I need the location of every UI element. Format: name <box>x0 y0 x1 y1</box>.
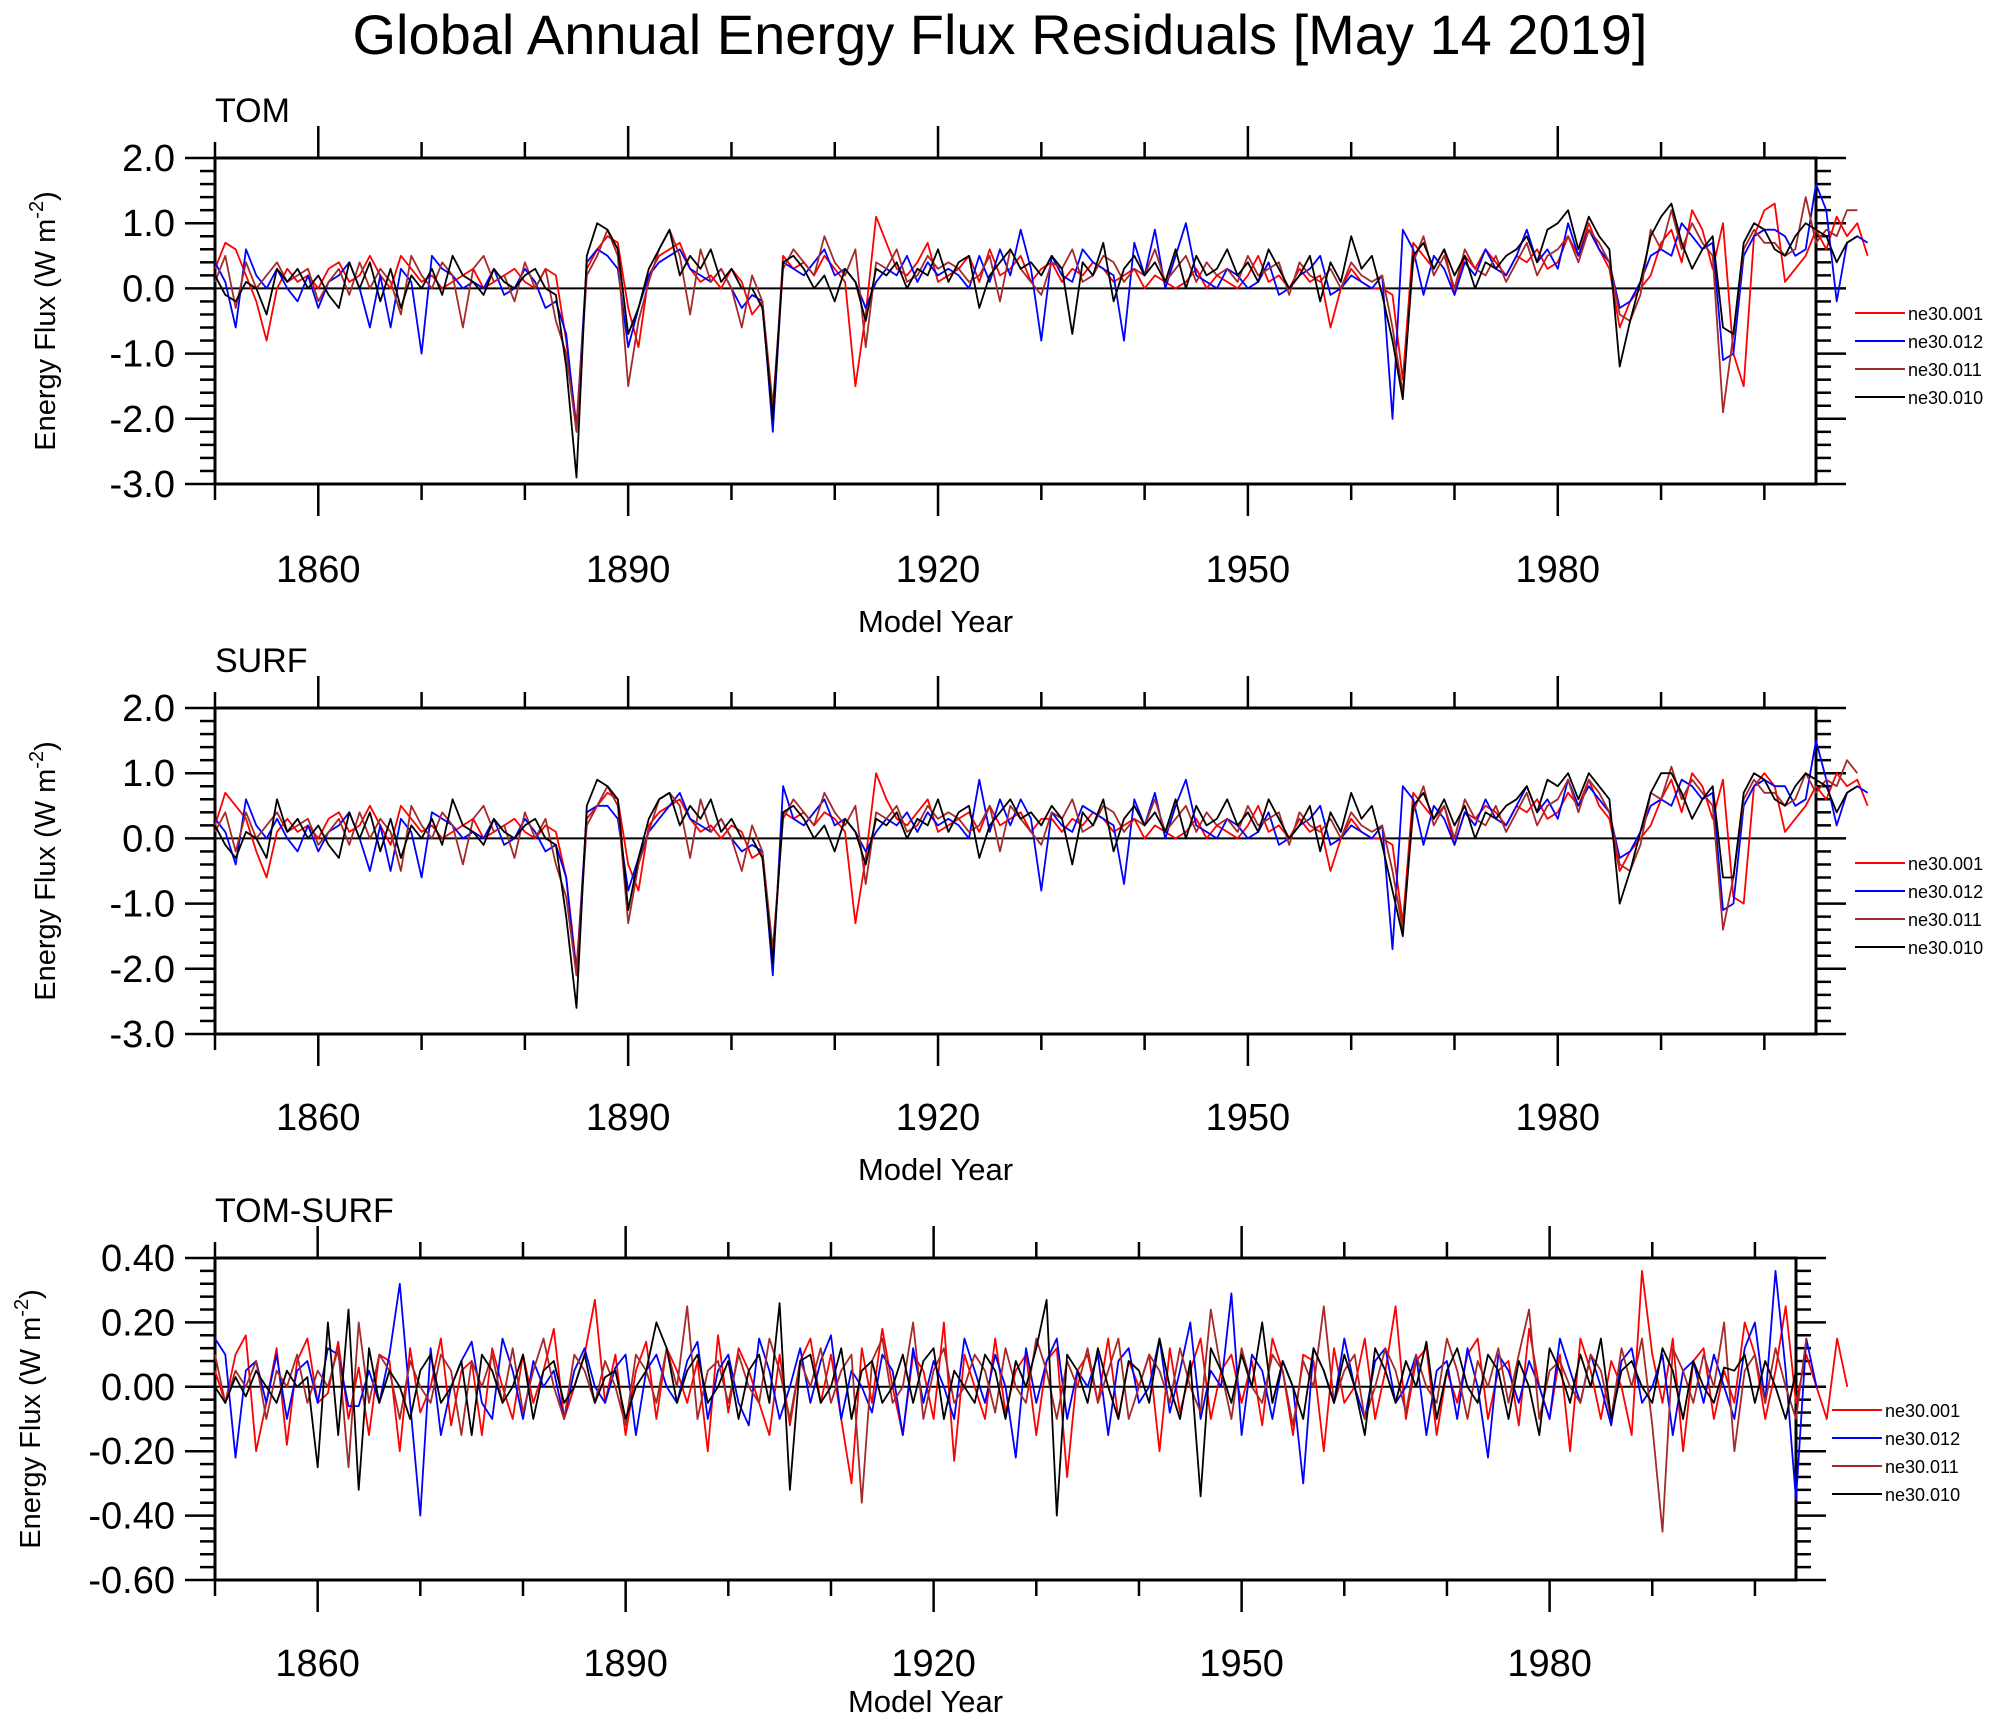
y-tick-label: 2.0 <box>122 688 175 730</box>
y-tick-label: -0.40 <box>88 1496 175 1538</box>
y-axis-title-main: Energy Flux (W m <box>30 769 62 1001</box>
y-tick-label: -2.0 <box>110 949 175 991</box>
legend-label-ne30-012: ne30.012 <box>1908 332 1983 352</box>
y-axis-title-close: ) <box>30 191 62 201</box>
series-line-ne30-001 <box>214 772 1869 970</box>
x-tick-label: 1920 <box>891 1643 976 1685</box>
y-tick-label: -2.0 <box>110 399 175 441</box>
series-line-ne30-011 <box>214 196 1858 433</box>
x-tick-label: 1980 <box>1507 1643 1592 1685</box>
y-tick-label: 1.0 <box>122 753 175 795</box>
y-axis-title-close: ) <box>30 741 62 751</box>
x-tick-label: 1950 <box>1206 1097 1291 1139</box>
series-line-ne30-011 <box>214 759 1859 977</box>
figure-title: Global Annual Energy Flux Residuals [May… <box>352 3 1648 66</box>
y-axis-title-main: Energy Flux (W m <box>15 1317 47 1549</box>
series-line-ne30-011 <box>214 1305 1808 1533</box>
y-tick-label: -1.0 <box>110 334 175 376</box>
x-tick-label: 1920 <box>896 549 981 591</box>
y-axis-title-close: ) <box>15 1289 47 1299</box>
panel-surf: SURF 1860 1890 1920 1950 1980 -3.0 -2.0 -1.0 0.0 1… <box>26 642 1983 1187</box>
series-line-ne30-010 <box>214 1299 1797 1517</box>
x-tick-label: 1890 <box>586 549 671 591</box>
plot-frame <box>213 156 1818 486</box>
series-line-ne30-012 <box>214 183 1869 433</box>
y-tick-label: 0.0 <box>122 268 175 310</box>
panel-title: TOM-SURF <box>215 1192 394 1230</box>
x-tick-label: 1920 <box>896 1097 981 1139</box>
legend-label-ne30-011: ne30.011 <box>1908 360 1982 380</box>
panel-title: TOM <box>215 92 290 130</box>
x-tick-label: 1860 <box>276 549 361 591</box>
y-axis-title: Energy Flux (W m-2) <box>11 1289 47 1549</box>
x-tick-label: 1860 <box>276 1097 361 1139</box>
y-tick-label: 0.0 <box>122 818 175 860</box>
y-axis-title: Energy Flux (W m-2) <box>26 191 62 451</box>
y-tick-label: 2.0 <box>122 138 175 180</box>
series-line-ne30-010 <box>214 772 1858 1009</box>
legend-label-ne30-011: ne30.011 <box>1908 910 1982 930</box>
legend-label-ne30-011: ne30.011 <box>1885 1457 1959 1477</box>
panel-title: SURF <box>215 642 308 680</box>
y-axis-title: Energy Flux (W m-2) <box>26 741 62 1001</box>
x-axis-title: Model Year <box>858 604 1013 639</box>
legend-label-ne30-010: ne30.010 <box>1885 1485 1960 1505</box>
y-axis-title-exponent: -2 <box>26 751 48 769</box>
y-axis-title-exponent: -2 <box>11 1299 33 1317</box>
x-tick-label: 1950 <box>1199 1643 1284 1685</box>
legend-label-ne30-010: ne30.010 <box>1908 388 1983 408</box>
y-tick-label: -3.0 <box>110 1014 175 1056</box>
x-axis-title: Model Year <box>858 1152 1013 1187</box>
x-tick-label: 1890 <box>583 1643 668 1685</box>
plot-frame <box>213 706 1818 1036</box>
legend-label-ne30-001: ne30.001 <box>1885 1401 1960 1421</box>
x-tick-label: 1890 <box>586 1097 671 1139</box>
y-tick-label: 0.00 <box>101 1367 175 1409</box>
x-tick-label: 1980 <box>1516 1097 1601 1139</box>
y-tick-label: -0.60 <box>88 1560 175 1602</box>
panel-tom: TOM 1860 1890 1920 1950 1980 -3.0 -2.0 -1.0 0.0 1.… <box>26 92 1983 639</box>
series-line-ne30-012 <box>214 739 1869 977</box>
y-tick-label: 0.20 <box>101 1302 175 1344</box>
series-line-ne30-012 <box>214 1270 1818 1517</box>
legend-label-ne30-010: ne30.010 <box>1908 938 1983 958</box>
x-tick-label: 1950 <box>1206 549 1291 591</box>
x-axis-title: Model Year <box>848 1684 1003 1719</box>
legend-label-ne30-012: ne30.012 <box>1908 882 1983 902</box>
y-axis-title-main: Energy Flux (W m <box>30 219 62 451</box>
y-tick-label: -0.20 <box>88 1431 175 1473</box>
legend-label-ne30-001: ne30.001 <box>1908 854 1983 874</box>
y-tick-label: -1.0 <box>110 884 175 926</box>
x-tick-label: 1860 <box>275 1643 360 1685</box>
panel-tom-surf: TOM-SURF 1860 1890 1920 1950 1980 -0.60 -0.40 -0… <box>11 1192 1960 1719</box>
y-axis-title-exponent: -2 <box>26 201 48 219</box>
y-tick-label: -3.0 <box>110 464 175 506</box>
series-line-ne30-010 <box>214 202 1858 479</box>
legend-label-ne30-001: ne30.001 <box>1908 304 1983 324</box>
y-tick-label: 0.40 <box>101 1238 175 1280</box>
x-tick-label: 1980 <box>1516 549 1601 591</box>
y-tick-label: 1.0 <box>122 203 175 245</box>
series-line-ne30-001 <box>214 202 1869 427</box>
legend-label-ne30-012: ne30.012 <box>1885 1429 1960 1449</box>
